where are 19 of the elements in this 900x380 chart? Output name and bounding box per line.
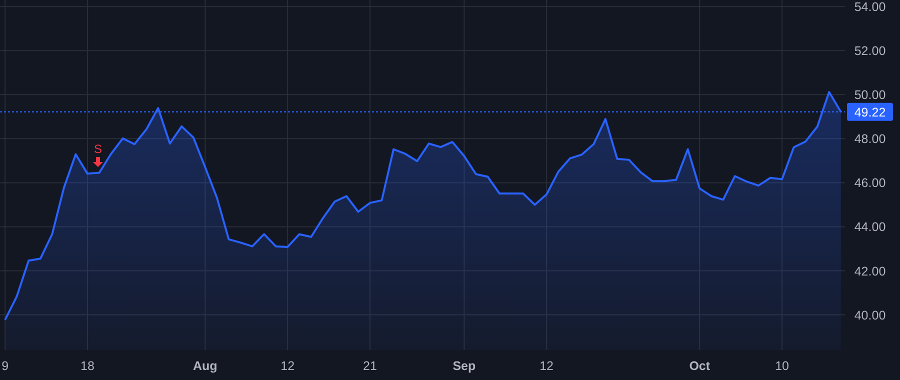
x-tick-label: 12 [280,359,295,373]
x-tick-label: 21 [363,359,377,373]
y-tick-label: 52.00 [854,44,886,58]
x-tick-label: Sep [452,359,476,373]
ref-line-label: 49.22 [854,105,886,120]
x-tick-label: Oct [689,359,711,373]
x-tick-label: 18 [80,359,94,373]
y-tick-label: 54.00 [854,0,886,14]
y-tick-label: 42.00 [854,264,886,278]
y-tick-label: 48.00 [854,132,886,146]
annotation: S [94,142,102,156]
y-tick-label: 46.00 [854,176,886,190]
x-tick-label: 10 [775,359,790,373]
x-tick-label: 9 [2,359,9,373]
y-tick-label: 40.00 [854,308,886,322]
y-tick-label: 50.00 [854,88,886,102]
y-tick-label: 44.00 [854,220,886,234]
x-tick-label: Aug [193,359,218,373]
x-tick-label: 12 [540,359,554,373]
